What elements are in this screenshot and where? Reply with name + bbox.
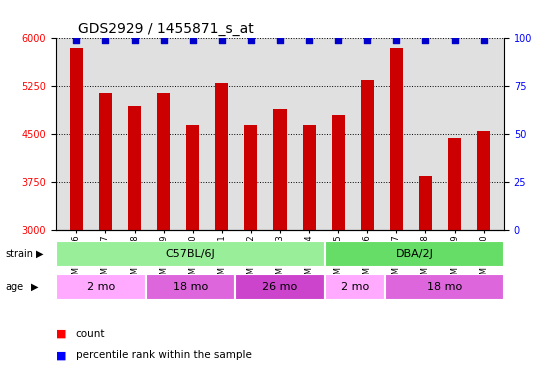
Text: 26 mo: 26 mo: [263, 282, 297, 292]
Text: strain: strain: [6, 249, 34, 259]
Point: [421, 37, 430, 43]
Point: [159, 37, 168, 43]
Point: [217, 37, 226, 43]
Bar: [325, 274, 385, 300]
Text: age: age: [6, 282, 24, 292]
Bar: [390, 48, 403, 230]
Bar: [361, 80, 374, 230]
Point: [450, 37, 459, 43]
Point: [305, 37, 314, 43]
Bar: [157, 93, 170, 230]
Point: [130, 37, 139, 43]
Text: ■: ■: [56, 329, 67, 339]
Bar: [128, 106, 141, 230]
Text: 2 mo: 2 mo: [87, 282, 115, 292]
Point: [276, 37, 284, 43]
Bar: [332, 115, 345, 230]
Text: count: count: [76, 329, 105, 339]
Text: 18 mo: 18 mo: [427, 282, 462, 292]
Bar: [325, 241, 504, 267]
Bar: [56, 241, 325, 267]
Bar: [99, 93, 112, 230]
Point: [334, 37, 343, 43]
Point: [479, 37, 488, 43]
Bar: [235, 274, 325, 300]
Bar: [215, 83, 228, 230]
Bar: [273, 109, 287, 230]
Text: ■: ■: [56, 350, 67, 360]
Point: [246, 37, 255, 43]
Text: 2 mo: 2 mo: [340, 282, 369, 292]
Bar: [146, 274, 235, 300]
Bar: [56, 274, 146, 300]
Point: [101, 37, 110, 43]
Bar: [70, 48, 83, 230]
Text: ▶: ▶: [36, 249, 44, 259]
Point: [72, 37, 81, 43]
Bar: [448, 137, 461, 230]
Text: C57BL/6J: C57BL/6J: [166, 249, 215, 259]
Point: [363, 37, 372, 43]
Text: DBA/2J: DBA/2J: [395, 249, 433, 259]
Point: [392, 37, 401, 43]
Text: ▶: ▶: [31, 282, 38, 292]
Bar: [302, 125, 316, 230]
Bar: [244, 125, 258, 230]
Text: percentile rank within the sample: percentile rank within the sample: [76, 350, 251, 360]
Bar: [419, 176, 432, 230]
Text: 18 mo: 18 mo: [173, 282, 208, 292]
Text: GDS2929 / 1455871_s_at: GDS2929 / 1455871_s_at: [78, 22, 254, 36]
Bar: [186, 125, 199, 230]
Bar: [477, 131, 490, 230]
Point: [188, 37, 197, 43]
Bar: [385, 274, 504, 300]
